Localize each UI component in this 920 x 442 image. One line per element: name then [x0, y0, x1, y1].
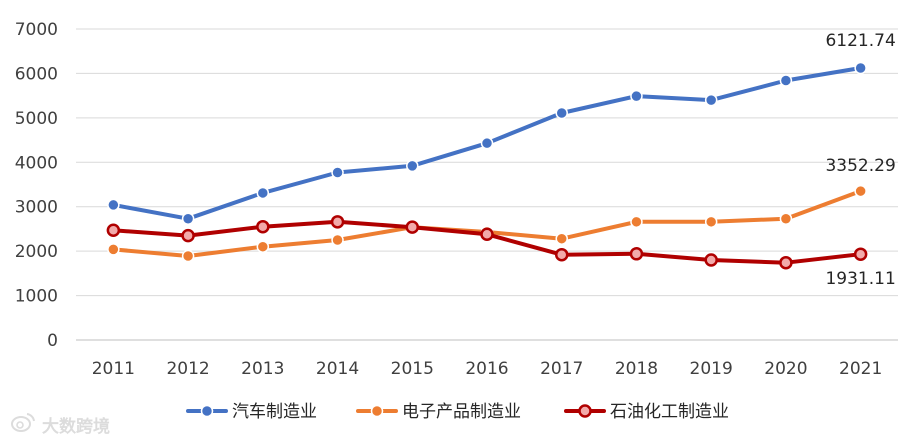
data-point: [630, 215, 643, 229]
data-point: [630, 89, 643, 103]
data-point: [555, 232, 568, 245]
data-point: [256, 240, 270, 253]
series-3: [106, 215, 868, 270]
legend-item: 石油化工制造业: [564, 402, 729, 422]
x-tick-label: 2016: [465, 359, 508, 379]
y-tick-label: 1000: [15, 287, 58, 307]
y-axis-ticks: 0 1000 2000 3000 4000 5000 6000 7000: [15, 20, 58, 351]
data-point: [854, 61, 867, 75]
data-point: [330, 215, 345, 229]
legend-swatch-marker: [578, 404, 592, 418]
data-point: [405, 220, 420, 234]
data-point: [107, 198, 120, 212]
data-point: [854, 184, 867, 198]
data-label: 3352.29: [825, 156, 895, 176]
legend-label: 石油化工制造业: [610, 402, 729, 422]
data-label: 6121.74: [825, 31, 895, 51]
data-point: [629, 247, 644, 261]
data-point: [106, 223, 121, 238]
data-point: [480, 136, 494, 150]
data-point: [331, 233, 344, 247]
x-tick-label: 2020: [764, 359, 807, 379]
data-point: [704, 93, 718, 107]
data-point: [779, 74, 793, 87]
legend-label: 电子产品制造业: [402, 402, 521, 422]
x-tick-label: 2017: [540, 359, 583, 379]
series-2: [107, 184, 867, 263]
series-line: [111, 189, 863, 258]
watermark-text: 大数跨境: [42, 416, 110, 437]
legend: 汽车制造业 电子产品制造业 石油化工制造业: [186, 402, 729, 422]
data-point: [480, 227, 494, 242]
y-tick-label: 5000: [15, 109, 58, 129]
data-point: [331, 166, 344, 179]
legend-swatch-marker: [200, 404, 214, 418]
weibo-logo-icon: [11, 413, 35, 432]
data-point: [107, 243, 120, 256]
x-tick-label: 2011: [92, 359, 135, 379]
x-tick-label: 2012: [166, 359, 209, 379]
data-point: [256, 219, 270, 234]
y-tick-label: 6000: [15, 64, 58, 84]
x-tick-label: 2015: [391, 359, 434, 379]
data-point: [704, 253, 718, 267]
data-point: [779, 255, 793, 270]
data-point: [181, 228, 195, 243]
x-tick-label: 2019: [690, 359, 733, 379]
data-point: [555, 106, 568, 120]
data-point: [779, 212, 793, 225]
gridlines: [76, 28, 898, 341]
x-axis-ticks: 2011 2012 2013 2014 2015 2016 2017 2018 2019 2020…: [92, 359, 883, 379]
watermark: 大数跨境: [11, 413, 110, 437]
x-tick-label: 2013: [241, 359, 284, 379]
y-tick-label: 7000: [15, 20, 58, 40]
series-1: [107, 61, 867, 225]
legend-label: 汽车制造业: [232, 402, 317, 422]
data-label: 1931.11: [825, 269, 895, 289]
data-point: [256, 186, 270, 200]
data-point: [853, 247, 868, 261]
x-tick-label: 2021: [839, 359, 882, 379]
y-tick-label: 3000: [15, 198, 58, 218]
data-point: [406, 159, 419, 173]
data-point: [704, 215, 718, 229]
data-point: [554, 247, 569, 262]
data-point: [181, 249, 195, 263]
legend-item: 汽车制造业: [186, 402, 317, 422]
x-tick-label: 2014: [316, 359, 359, 379]
x-tick-label: 2018: [615, 359, 658, 379]
legend-item: 电子产品制造业: [356, 402, 521, 422]
y-tick-label: 0: [47, 331, 58, 351]
series-group: [106, 61, 868, 270]
legend-swatch-marker: [370, 404, 384, 418]
data-point: [181, 212, 195, 225]
data-labels: 6121.74 3352.29 1931.11: [825, 31, 895, 289]
y-tick-label: 2000: [15, 242, 58, 262]
y-tick-label: 4000: [15, 153, 58, 173]
